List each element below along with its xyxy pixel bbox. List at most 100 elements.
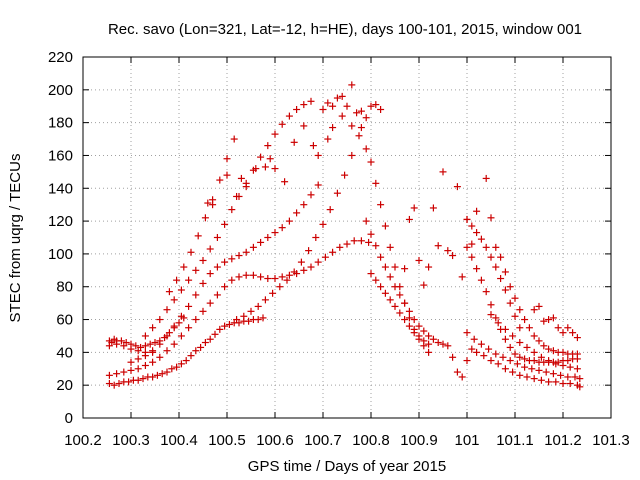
data-point	[415, 335, 423, 343]
y-tick-label: 200	[48, 82, 73, 99]
data-point	[569, 329, 577, 337]
data-point	[175, 319, 183, 327]
data-point	[468, 345, 476, 353]
chart-title: Rec. savo (Lon=321, Lat=-12, h=HE), days…	[108, 21, 582, 38]
data-point	[420, 342, 428, 350]
data-point	[367, 102, 375, 110]
data-point	[156, 353, 164, 361]
data-point	[497, 253, 505, 261]
data-point	[134, 365, 142, 373]
data-point	[401, 265, 409, 273]
data-point	[549, 370, 557, 378]
data-point	[521, 355, 529, 363]
data-point	[506, 357, 514, 365]
x-tick-label: 100.8	[352, 432, 390, 449]
data-point	[307, 191, 315, 199]
data-point	[156, 316, 164, 324]
data-point	[266, 155, 274, 163]
data-point	[242, 248, 250, 256]
data-point	[163, 368, 171, 376]
data-point	[487, 214, 495, 222]
data-point	[425, 348, 433, 356]
data-point	[530, 348, 538, 356]
data-point	[401, 299, 409, 307]
data-point	[199, 256, 207, 264]
data-point	[372, 101, 380, 109]
data-point	[494, 360, 502, 368]
data-point	[362, 145, 370, 153]
data-point	[300, 201, 308, 209]
data-point	[516, 339, 524, 347]
data-point	[564, 324, 572, 332]
data-point	[463, 329, 471, 337]
data-point	[564, 357, 572, 365]
data-point	[537, 376, 545, 384]
data-point	[535, 337, 543, 345]
data-point	[319, 106, 327, 114]
data-point	[269, 289, 277, 297]
data-point	[545, 378, 553, 386]
data-point	[477, 276, 485, 284]
data-point	[300, 266, 308, 274]
data-point	[132, 342, 140, 350]
data-point	[506, 343, 514, 351]
data-point	[192, 291, 200, 299]
data-point	[470, 335, 478, 343]
data-point	[377, 106, 385, 114]
data-point	[482, 288, 490, 296]
data-point	[199, 279, 207, 287]
data-point	[511, 312, 519, 320]
data-point	[405, 307, 413, 315]
data-point	[410, 316, 418, 324]
data-point	[230, 135, 238, 143]
y-tick-label: 0	[65, 410, 73, 427]
data-point	[549, 314, 557, 322]
data-point	[125, 378, 133, 386]
data-point	[228, 255, 236, 263]
axis-ticks	[82, 56, 612, 419]
data-point	[204, 199, 212, 207]
data-point	[362, 217, 370, 225]
data-point	[211, 330, 219, 338]
x-tick-label: 100.3	[112, 432, 150, 449]
data-point	[463, 215, 471, 223]
data-point	[487, 311, 495, 319]
data-point	[501, 335, 509, 343]
data-point	[576, 375, 584, 383]
y-tick-label: 160	[48, 147, 73, 164]
data-point	[110, 381, 118, 389]
data-point	[209, 201, 217, 209]
data-point	[410, 204, 418, 212]
data-point	[405, 322, 413, 330]
data-point	[223, 171, 231, 179]
data-point	[381, 263, 389, 271]
data-point	[338, 92, 346, 100]
x-tick-label: 101.2	[544, 432, 582, 449]
data-point	[278, 224, 286, 232]
y-tick-label: 20	[56, 377, 73, 394]
y-tick-label: 100	[48, 246, 73, 263]
data-point	[530, 357, 538, 365]
data-point	[115, 380, 123, 388]
data-point	[396, 309, 404, 317]
data-point	[468, 222, 476, 230]
data-point	[261, 163, 269, 171]
y-tick-label: 80	[56, 279, 73, 296]
data-point	[254, 302, 262, 310]
data-point	[257, 273, 265, 281]
data-point	[199, 307, 207, 315]
data-point	[264, 275, 272, 283]
x-tick-label: 100.7	[304, 432, 342, 449]
data-point	[429, 335, 437, 343]
data-point	[391, 283, 399, 291]
data-point	[213, 291, 221, 299]
data-point	[314, 258, 322, 266]
data-point	[314, 181, 322, 189]
data-point	[105, 342, 113, 350]
data-point	[185, 276, 193, 284]
data-point	[185, 324, 193, 332]
data-point	[573, 365, 581, 373]
data-point	[420, 281, 428, 289]
data-point	[381, 289, 389, 297]
data-point	[367, 158, 375, 166]
